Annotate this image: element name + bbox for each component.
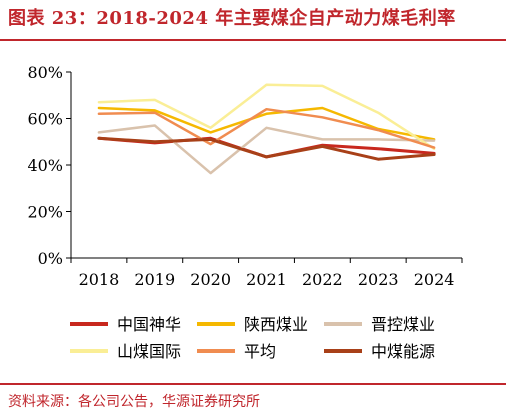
legend-label: 陕西煤业 [244, 315, 308, 334]
legend-label: 平均 [244, 342, 276, 361]
series-line-中煤能源 [97, 136, 436, 161]
y-tick-label: 40% [27, 156, 63, 175]
chart-series [97, 83, 436, 175]
x-tick-label: 2024 [414, 270, 455, 289]
y-tick-label: 0% [38, 249, 63, 268]
line-chart: 0% 20% 40% 60% 80% 2018 2019 2020 2021 2022 2023 20… [27, 63, 463, 361]
legend-label: 晋控煤业 [371, 315, 435, 334]
x-tick-label: 2022 [302, 270, 343, 289]
legend-label: 山煤国际 [117, 342, 181, 361]
chart-title: 图表 23：2018-2024 年主要煤企自产动力煤毛利率 [8, 8, 456, 29]
legend-label: 中国神华 [117, 315, 181, 334]
x-tick-label: 2019 [134, 270, 175, 289]
chart-axes: 0% 20% 40% 60% 80% 2018 2019 2020 2021 2022 2023 20… [27, 63, 463, 289]
series-line-晋控煤业 [97, 124, 436, 175]
x-tick-label: 2020 [190, 270, 231, 289]
series-line-山煤国际 [97, 83, 436, 150]
x-tick-label: 2023 [358, 270, 399, 289]
x-tick-label: 2021 [246, 270, 287, 289]
x-tick-label: 2018 [79, 270, 120, 289]
y-tick-label: 80% [27, 63, 63, 82]
title-divider [0, 39, 506, 41]
y-tick-label: 60% [27, 110, 63, 129]
y-tick-label: 20% [27, 203, 63, 222]
series-line-平均 [97, 107, 436, 149]
legend-label: 中煤能源 [371, 342, 435, 361]
source-note: 资料来源：各公司公告，华源证券研究所 [8, 394, 260, 410]
source-divider [0, 383, 506, 385]
